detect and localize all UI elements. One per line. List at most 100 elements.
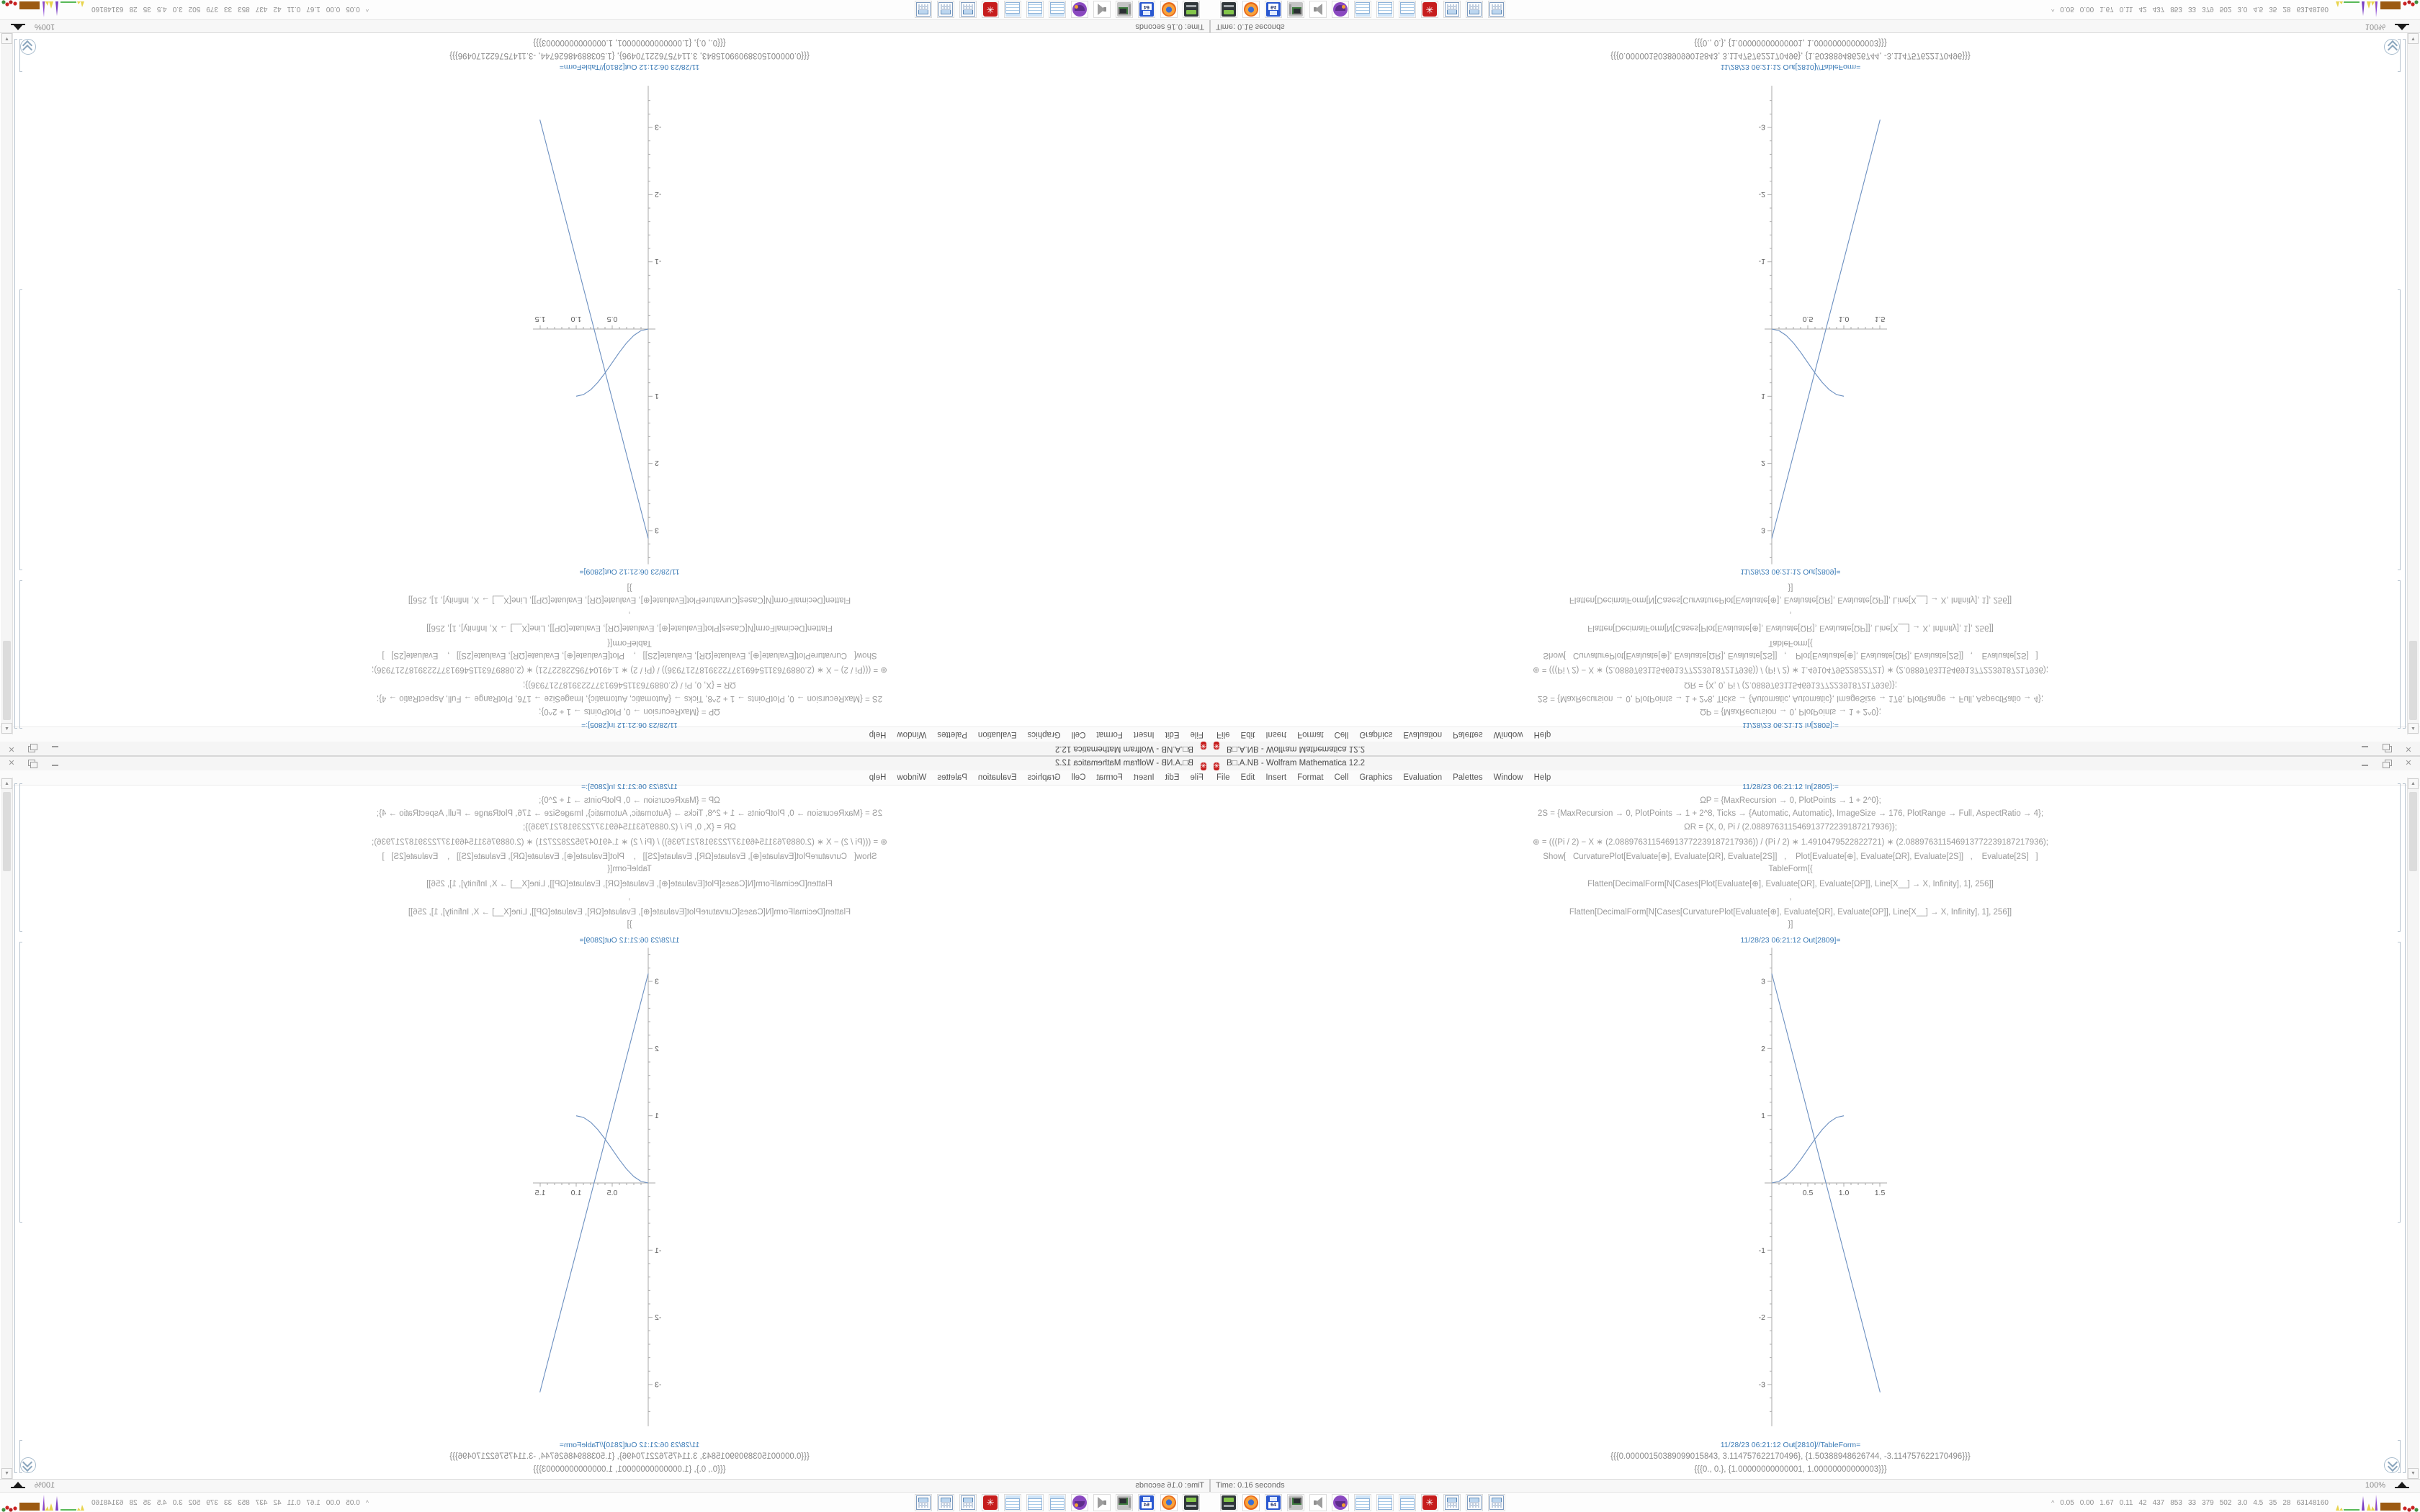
input-code-line[interactable]: , [628, 893, 631, 901]
input-code-line[interactable]: ΩR = {X, 0, Pi / (2.08897631154691377223… [1684, 680, 1897, 689]
menu-item-cell[interactable]: Cell [1071, 730, 1086, 739]
taskbar-button-avatar-icon[interactable] [1332, 1494, 1349, 1511]
input-code-line[interactable]: Show[ CurvaturePlot[Evaluate[⊕], Evaluat… [1543, 651, 2038, 660]
in-cell-bracket[interactable] [19, 580, 22, 729]
input-code-line[interactable]: ΩR = {X, 0, Pi / (2.08897631154691377223… [523, 823, 736, 832]
taskbar-button-calculator-icon[interactable] [1466, 1494, 1483, 1511]
menu-item-palettes[interactable]: Palettes [1453, 773, 1483, 782]
input-code-line[interactable]: ΩP = {MaxRecursion → 0, PlotPoints → 1 +… [1700, 707, 1881, 716]
taskbar-button-computer-icon[interactable] [1287, 1, 1304, 18]
input-code-line[interactable]: TableForm[{ [607, 639, 652, 647]
input-code-line[interactable]: Flatten[DecimalForm[N[Cases[CurvaturePlo… [408, 595, 851, 604]
in-cell-bracket[interactable] [2398, 580, 2401, 729]
taskbar-button-calculator-icon[interactable] [1466, 1, 1483, 18]
menu-item-help[interactable]: Help [869, 773, 887, 782]
input-code-line[interactable]: 2S = {MaxRecursion → 0, PlotPoints → 1 +… [376, 694, 883, 703]
restore-button[interactable] [26, 758, 40, 769]
input-code-line[interactable]: ⊕ = (((Pi / 2) − X ∗ (2.0889763115469137… [1533, 665, 2048, 674]
cell-group-bracket[interactable] [2403, 783, 2406, 1473]
menu-item-edit[interactable]: Edit [1165, 773, 1180, 782]
input-code-line[interactable]: Flatten[DecimalForm[N[Cases[CurvaturePlo… [408, 908, 851, 917]
taskbar-button-notepad-icon[interactable] [1004, 1494, 1021, 1511]
input-code-line[interactable]: Flatten[DecimalForm[N[Cases[Plot[Evaluat… [1587, 880, 1994, 888]
scrollbar-thumb[interactable] [2409, 641, 2417, 720]
taskbar-button-floppy-64-icon[interactable]: 64 [1265, 1, 1282, 18]
menu-item-graphics[interactable]: Graphics [1027, 730, 1061, 739]
input-code-line[interactable]: }] [627, 583, 632, 592]
taskbar-button-notepad-icon[interactable] [1026, 1494, 1044, 1511]
scroll-up-button[interactable]: ▲ [1, 723, 12, 734]
zoom-level[interactable]: 100% [35, 1481, 55, 1490]
scrollbar-thumb[interactable] [3, 792, 11, 871]
scroll-down-button[interactable]: ▼ [1, 1468, 12, 1479]
input-code-line[interactable]: }] [1788, 920, 1793, 929]
minimize-button[interactable] [2358, 743, 2372, 754]
taskbar-button-calculator-icon[interactable] [1443, 1, 1461, 18]
cell-group-bracket[interactable] [14, 783, 17, 1473]
taskbar-button-floppy-64-icon[interactable]: 64 [1138, 1, 1155, 18]
menu-item-insert[interactable]: Insert [1133, 730, 1155, 739]
menu-item-file[interactable]: File [1190, 730, 1204, 739]
minimize-button[interactable] [48, 743, 62, 754]
out-plot-cell-bracket[interactable] [2398, 942, 2401, 1223]
menu-item-graphics[interactable]: Graphics [1027, 773, 1061, 782]
menu-item-graphics[interactable]: Graphics [1359, 730, 1393, 739]
zoom-level[interactable]: 100% [35, 22, 55, 31]
input-code-line[interactable]: Show[ CurvaturePlot[Evaluate[⊕], Evaluat… [1543, 852, 2038, 861]
scroll-down-button[interactable]: ▼ [2408, 33, 2419, 44]
out-plot-cell-bracket[interactable] [19, 289, 22, 570]
minimize-button[interactable] [2358, 758, 2372, 769]
taskbar-button-calculator-icon[interactable] [937, 1, 954, 18]
window-titlebar[interactable]: ✳ B□.A.NB - Wolfram Mathematica 12.2 ✕ [0, 756, 1210, 770]
zoom-level[interactable]: 100% [2365, 22, 2385, 31]
scroll-down-button[interactable]: ▼ [1, 33, 12, 44]
taskbar-button-calculator-icon[interactable] [1488, 1, 1505, 18]
menu-item-window[interactable]: Window [1493, 730, 1523, 739]
input-code-line[interactable]: , [1789, 611, 1792, 619]
input-code-line[interactable]: Flatten[DecimalForm[N[Cases[Plot[Evaluat… [426, 880, 833, 888]
input-code-line[interactable]: TableForm[{ [1768, 639, 1813, 647]
input-code-line[interactable]: ⊕ = (((Pi / 2) − X ∗ (2.0889763115469137… [372, 665, 887, 674]
scroll-up-button[interactable]: ▲ [2408, 778, 2419, 789]
input-code-line[interactable]: ⊕ = (((Pi / 2) − X ∗ (2.0889763115469137… [372, 838, 887, 847]
taskbar-button-notepad-icon[interactable] [1026, 1, 1044, 18]
scroll-to-end-button[interactable] [20, 1457, 36, 1473]
input-code-line[interactable]: Flatten[DecimalForm[N[Cases[Plot[Evaluat… [426, 624, 833, 632]
taskbar-button-notepad-icon[interactable] [1376, 1, 1394, 18]
taskbar-button-firefox-icon[interactable] [1242, 1494, 1260, 1511]
taskbar-button-calculator-icon[interactable] [959, 1494, 977, 1511]
taskbar-button-speaker-icon[interactable] [1309, 1, 1327, 18]
menu-item-insert[interactable]: Insert [1265, 773, 1287, 782]
window-titlebar[interactable]: ✳ B□.A.NB - Wolfram Mathematica 12.2 ✕ [1210, 742, 2420, 756]
taskbar-button-notepad-icon[interactable] [1376, 1494, 1394, 1511]
input-code-line[interactable]: ΩP = {MaxRecursion → 0, PlotPoints → 1 +… [1700, 796, 1881, 805]
taskbar-button-notepad-icon[interactable] [1399, 1, 1416, 18]
taskbar-button-computer-icon[interactable] [1287, 1494, 1304, 1511]
scrollbar-thumb[interactable] [2409, 792, 2417, 871]
taskbar-button-computer-icon[interactable] [1116, 1, 1133, 18]
taskbar-button-mathematica-icon[interactable]: ✳ [1421, 1494, 1438, 1511]
taskbar-button-notepad-icon[interactable] [1004, 1, 1021, 18]
taskbar-button-drive-icon[interactable] [1220, 1494, 1237, 1511]
taskbar-button-calculator-icon[interactable] [915, 1494, 932, 1511]
taskbar-button-speaker-icon[interactable] [1093, 1, 1111, 18]
restore-button[interactable] [2380, 743, 2394, 754]
taskbar-button-drive-icon[interactable] [1220, 1, 1237, 18]
menu-item-edit[interactable]: Edit [1165, 730, 1180, 739]
taskbar-button-mathematica-icon[interactable]: ✳ [982, 1, 999, 18]
restore-button[interactable] [2380, 758, 2394, 769]
taskbar-button-notepad-icon[interactable] [1399, 1494, 1416, 1511]
scroll-to-end-button[interactable] [2384, 39, 2400, 55]
input-code-line[interactable]: 2S = {MaxRecursion → 0, PlotPoints → 1 +… [376, 809, 883, 818]
taskbar-button-drive-icon[interactable] [1183, 1494, 1200, 1511]
zoom-menu-icon[interactable] [13, 1482, 23, 1488]
menu-item-evaluation[interactable]: Evaluation [977, 773, 1017, 782]
taskbar-button-notepad-icon[interactable] [1354, 1, 1371, 18]
out-plot-cell-bracket[interactable] [19, 942, 22, 1223]
menu-item-edit[interactable]: Edit [1240, 730, 1255, 739]
menu-item-format[interactable]: Format [1297, 730, 1324, 739]
scroll-up-button[interactable]: ▲ [2408, 723, 2419, 734]
tray-expand-chevron[interactable]: ^ [365, 6, 369, 13]
input-code-line[interactable]: ⊕ = (((Pi / 2) − X ∗ (2.0889763115469137… [1533, 838, 2048, 847]
cell-group-bracket[interactable] [2403, 39, 2406, 729]
